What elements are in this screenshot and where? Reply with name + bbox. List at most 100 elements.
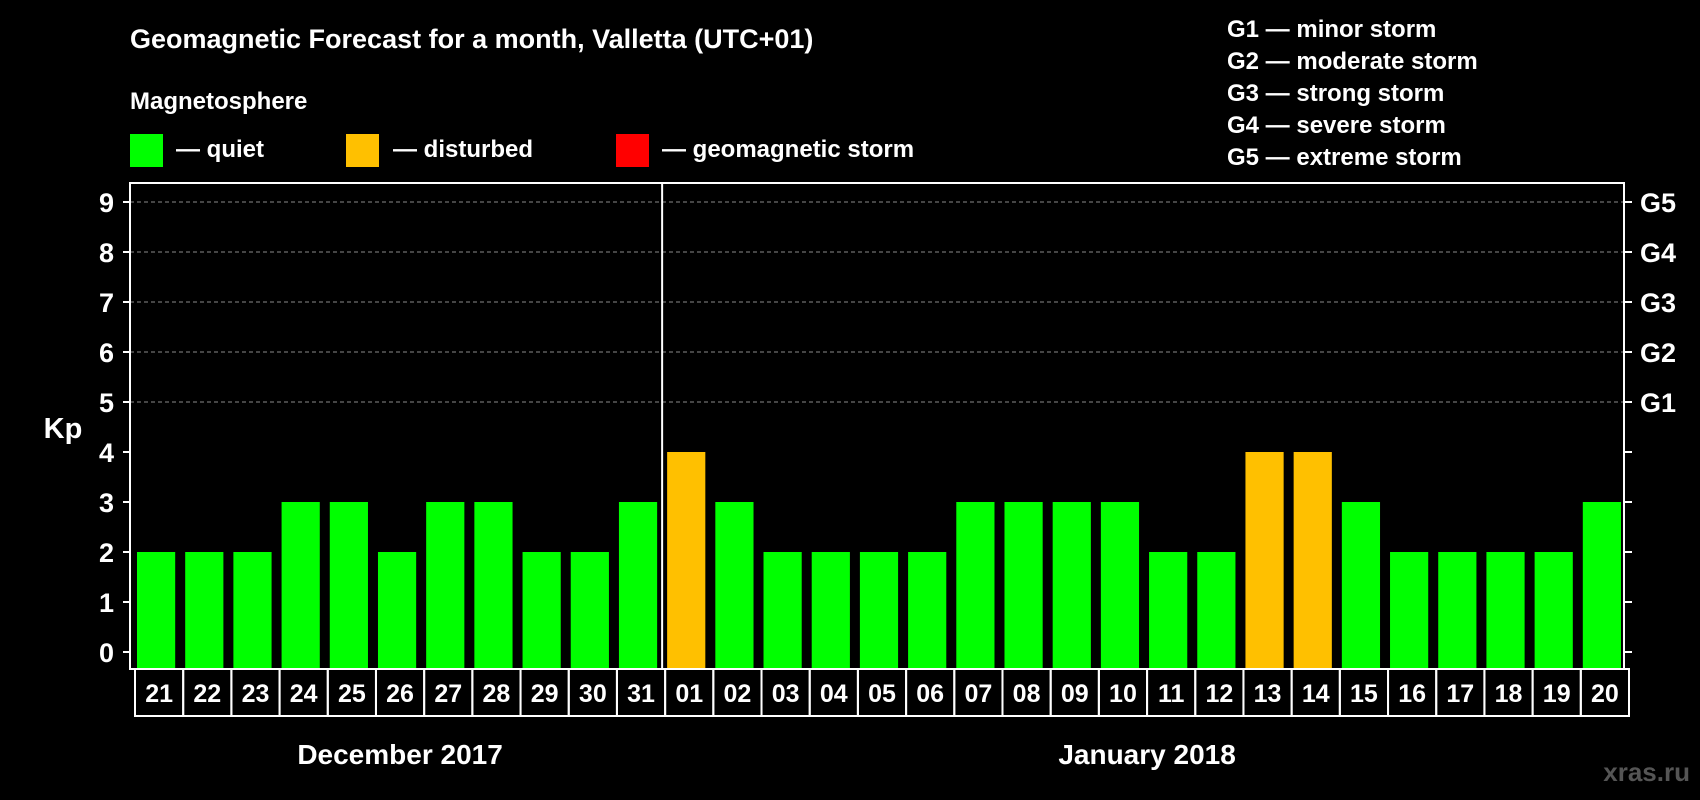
month-label: December 2017	[297, 739, 502, 770]
bar	[137, 552, 176, 668]
y-axis-ticks: 0 1 2 3 4 5 6 7 8 9	[99, 188, 130, 668]
storm-level-label: G4	[1640, 238, 1676, 268]
x-tick-label: 03	[772, 680, 800, 708]
x-tick-label: 19	[1543, 680, 1571, 708]
x-tick-label: 17	[1446, 680, 1474, 708]
legend-label-quiet: — quiet	[176, 136, 264, 163]
y-tick-label: 0	[99, 638, 114, 668]
storm-scale-g3: G3 — strong storm	[1227, 80, 1444, 107]
x-tick-label: 18	[1495, 680, 1523, 708]
right-axis-ticks: G1 G2 G3 G4 G5	[1624, 188, 1676, 653]
bar	[233, 552, 272, 668]
legend-label-storm: — geomagnetic storm	[662, 136, 914, 163]
y-tick-label: 5	[99, 388, 114, 418]
storm-scale-g2: G2 — moderate storm	[1227, 48, 1478, 75]
bar	[715, 502, 754, 668]
x-tick-label: 10	[1109, 680, 1137, 708]
x-tick-label: 22	[193, 680, 221, 708]
bar	[1100, 502, 1140, 668]
y-tick-label: 9	[99, 188, 114, 218]
x-tick-label: 31	[627, 680, 655, 708]
x-tick-label: 26	[386, 680, 414, 708]
y-axis-label: Kp	[44, 413, 83, 445]
x-tick-label: 23	[242, 680, 270, 708]
bar	[426, 502, 465, 668]
bar	[667, 452, 706, 668]
x-tick-label: 12	[1205, 680, 1233, 708]
bars	[137, 452, 1621, 668]
y-tick-label: 2	[99, 538, 114, 568]
y-tick-label: 8	[99, 238, 114, 268]
x-tick-label: 15	[1350, 680, 1378, 708]
storm-level-label: G5	[1640, 188, 1676, 218]
bar	[1341, 502, 1381, 668]
x-tick-label: 11	[1158, 680, 1185, 708]
storm-scale-g4: G4 — severe storm	[1227, 112, 1446, 139]
bar	[1052, 502, 1091, 668]
bar	[1390, 552, 1429, 668]
bar	[811, 552, 850, 668]
x-tick-label: 06	[916, 680, 944, 708]
x-tick-label: 05	[868, 680, 896, 708]
bar	[281, 502, 320, 668]
bar	[859, 552, 899, 668]
y-tick-label: 3	[99, 488, 114, 518]
storm-scale-legend: G1 — minor storm G2 — moderate storm G3 …	[1227, 16, 1478, 171]
x-tick-label: 29	[531, 680, 559, 708]
bar	[1582, 502, 1621, 668]
x-tick-label: 16	[1398, 680, 1426, 708]
x-tick-label: 08	[1013, 680, 1041, 708]
legend-swatch-disturbed	[346, 134, 379, 167]
x-tick-label: 14	[1302, 680, 1330, 708]
bar	[956, 502, 995, 668]
bar	[185, 552, 224, 668]
legend: — quiet — disturbed — geomagnetic storm	[130, 134, 914, 167]
y-tick-label: 6	[99, 338, 114, 368]
gridlines	[130, 201, 1624, 403]
x-tick-label: 21	[145, 680, 173, 708]
month-labels: December 2017 January 2018	[297, 739, 1235, 770]
bar	[377, 552, 417, 668]
bar	[1197, 552, 1236, 668]
x-tick-label: 13	[1254, 680, 1282, 708]
bar	[570, 552, 609, 668]
storm-level-label: G2	[1640, 338, 1676, 368]
storm-level-label: G1	[1640, 388, 1676, 418]
bar	[329, 502, 368, 668]
storm-scale-g1: G1 — minor storm	[1227, 16, 1436, 43]
chart-title: Geomagnetic Forecast for a month, Vallet…	[130, 24, 813, 54]
y-tick-label: 7	[99, 288, 114, 318]
bar	[908, 552, 947, 668]
x-tick-label: 28	[483, 680, 511, 708]
bar	[1293, 452, 1332, 668]
bar	[1486, 552, 1525, 668]
month-label: January 2018	[1058, 739, 1235, 770]
x-tick-label: 07	[964, 680, 992, 708]
bar	[1149, 552, 1188, 668]
watermark: xras.ru	[1603, 757, 1690, 787]
storm-level-label: G3	[1640, 288, 1676, 318]
bar	[1245, 452, 1284, 668]
legend-title: Magnetosphere	[130, 88, 307, 115]
x-tick-label: 24	[290, 680, 318, 708]
bar	[1534, 552, 1573, 668]
legend-swatch-storm	[616, 134, 649, 167]
x-tick-cell	[1579, 668, 1630, 717]
bar	[1438, 552, 1477, 668]
x-tick-label: 30	[579, 680, 607, 708]
x-tick-label: 20	[1591, 680, 1619, 708]
storm-scale-g5: G5 — extreme storm	[1227, 144, 1462, 171]
bar	[763, 552, 802, 668]
x-tick-label: 25	[338, 680, 366, 708]
x-tick-label: 02	[724, 680, 752, 708]
y-tick-label: 4	[99, 438, 114, 468]
x-tick-label: 04	[820, 680, 848, 708]
bar	[474, 502, 513, 668]
x-tick-label: 01	[675, 680, 703, 708]
x-tick-label: 09	[1061, 680, 1089, 708]
y-tick-label: 1	[99, 588, 114, 618]
x-axis-day-labels: 21 22 23 24 25 26 27 28 29 30 31 01 02 03 04 05 06 07 08 09…	[134, 668, 1630, 717]
bar	[522, 552, 561, 668]
bar	[1004, 502, 1043, 668]
